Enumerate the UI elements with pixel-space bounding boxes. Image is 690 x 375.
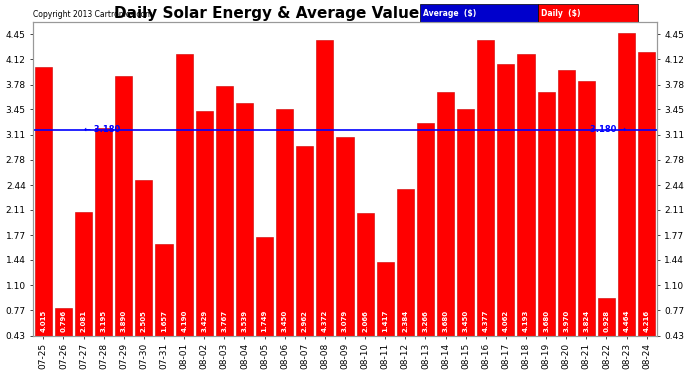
Bar — [638, 52, 655, 336]
Bar — [618, 33, 635, 336]
Text: 3.890: 3.890 — [121, 309, 127, 332]
Text: 2.066: 2.066 — [362, 310, 368, 332]
Text: 3.450: 3.450 — [463, 309, 469, 332]
Text: 3.680: 3.680 — [442, 310, 448, 332]
Bar — [598, 298, 615, 336]
Bar — [518, 54, 535, 336]
Bar — [497, 63, 515, 336]
Text: 4.062: 4.062 — [503, 310, 509, 332]
Bar — [34, 67, 52, 336]
Bar — [196, 111, 213, 336]
Text: 3.429: 3.429 — [201, 309, 207, 332]
Text: 2.962: 2.962 — [302, 310, 308, 332]
Text: 2.081: 2.081 — [81, 310, 86, 332]
Bar — [316, 40, 333, 336]
Text: 3.970: 3.970 — [563, 309, 569, 332]
Text: 4.015: 4.015 — [41, 309, 46, 332]
Bar — [135, 180, 152, 336]
Bar — [538, 92, 555, 336]
Bar — [155, 244, 172, 336]
FancyBboxPatch shape — [538, 4, 638, 22]
Text: 3.195: 3.195 — [101, 310, 107, 332]
Text: 4.377: 4.377 — [483, 309, 489, 332]
Bar — [417, 123, 434, 336]
Text: 1.749: 1.749 — [262, 309, 268, 332]
Text: 3.539: 3.539 — [241, 310, 248, 332]
Bar — [457, 110, 474, 336]
Text: 0.928: 0.928 — [604, 310, 609, 332]
Text: ← 3.180: ← 3.180 — [83, 125, 120, 134]
Text: 3.180 →: 3.180 → — [590, 125, 627, 134]
Text: 4.193: 4.193 — [523, 309, 529, 332]
Bar — [175, 54, 193, 336]
Text: 2.505: 2.505 — [141, 310, 147, 332]
Text: 3.450: 3.450 — [282, 309, 288, 332]
Bar — [337, 137, 353, 336]
Title: Daily Solar Energy & Average Value Sun Aug 25 06:21: Daily Solar Energy & Average Value Sun A… — [114, 6, 576, 21]
Text: 1.657: 1.657 — [161, 310, 167, 332]
Bar — [55, 308, 72, 336]
Text: 4.216: 4.216 — [644, 310, 649, 332]
Text: 0.796: 0.796 — [61, 310, 66, 332]
Text: 3.680: 3.680 — [543, 310, 549, 332]
Bar — [256, 237, 273, 336]
Text: 3.079: 3.079 — [342, 309, 348, 332]
Bar — [216, 86, 233, 336]
Bar — [397, 189, 414, 336]
Bar — [95, 129, 112, 336]
Text: 3.767: 3.767 — [221, 310, 227, 332]
Text: 1.417: 1.417 — [382, 309, 388, 332]
Bar — [75, 212, 92, 336]
Text: Copyright 2013 Cartronics.com: Copyright 2013 Cartronics.com — [33, 10, 152, 19]
Bar — [558, 70, 575, 336]
Text: Average  ($): Average ($) — [423, 9, 476, 18]
Text: 4.372: 4.372 — [322, 309, 328, 332]
Bar — [276, 110, 293, 336]
Text: 3.266: 3.266 — [422, 310, 428, 332]
Bar — [115, 76, 132, 336]
Bar — [377, 262, 394, 336]
Text: 4.464: 4.464 — [624, 309, 629, 332]
Text: 3.824: 3.824 — [583, 309, 589, 332]
Text: 2.384: 2.384 — [402, 309, 408, 332]
Text: Daily  ($): Daily ($) — [542, 9, 581, 18]
Bar — [357, 213, 374, 336]
Bar — [296, 146, 313, 336]
Bar — [437, 92, 454, 336]
Bar — [236, 103, 253, 336]
FancyBboxPatch shape — [420, 4, 538, 22]
Bar — [578, 81, 595, 336]
Text: 4.190: 4.190 — [181, 309, 187, 332]
Bar — [477, 40, 494, 336]
